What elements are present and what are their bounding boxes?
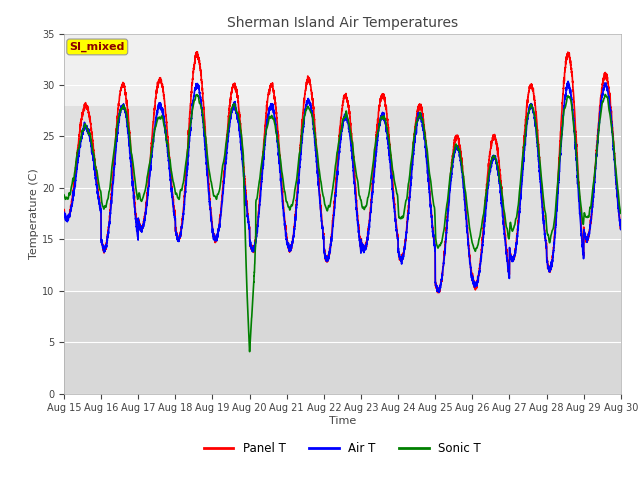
Sonic T [246,349,253,355]
Air T [436,285,444,291]
Sonic T [60,192,68,198]
Panel T [617,225,625,231]
Air T [467,271,475,276]
Line: Panel T: Panel T [64,52,621,293]
Panel T [436,281,444,287]
Panel T [193,49,201,55]
Bar [64,106,621,291]
Line: Sonic T: Sonic T [64,95,621,352]
Title: Sherman Island Air Temperatures: Sherman Island Air Temperatures [227,16,458,30]
Sonic T [602,92,609,97]
Sonic T [160,123,168,129]
Air T [564,78,572,84]
Air T [499,214,507,220]
Sonic T [436,242,444,248]
Air T [435,289,443,295]
Panel T [435,290,443,296]
Panel T [468,270,476,276]
Panel T [60,207,68,213]
Bar [64,291,621,394]
Y-axis label: Temperature (C): Temperature (C) [29,168,39,259]
Panel T [499,206,507,212]
Legend: Panel T, Air T, Sonic T: Panel T, Air T, Sonic T [199,437,486,460]
Panel T [616,220,624,226]
X-axis label: Time: Time [329,416,356,426]
Sonic T [467,235,475,240]
Air T [60,210,68,216]
Panel T [322,254,330,260]
Panel T [160,94,168,99]
Air T [617,225,625,231]
Text: SI_mixed: SI_mixed [70,42,125,52]
Sonic T [499,199,507,204]
Sonic T [322,204,330,210]
Air T [322,255,330,261]
Air T [160,116,168,122]
Sonic T [616,208,624,214]
Air T [616,221,624,227]
Line: Air T: Air T [64,81,621,292]
Sonic T [617,210,625,216]
